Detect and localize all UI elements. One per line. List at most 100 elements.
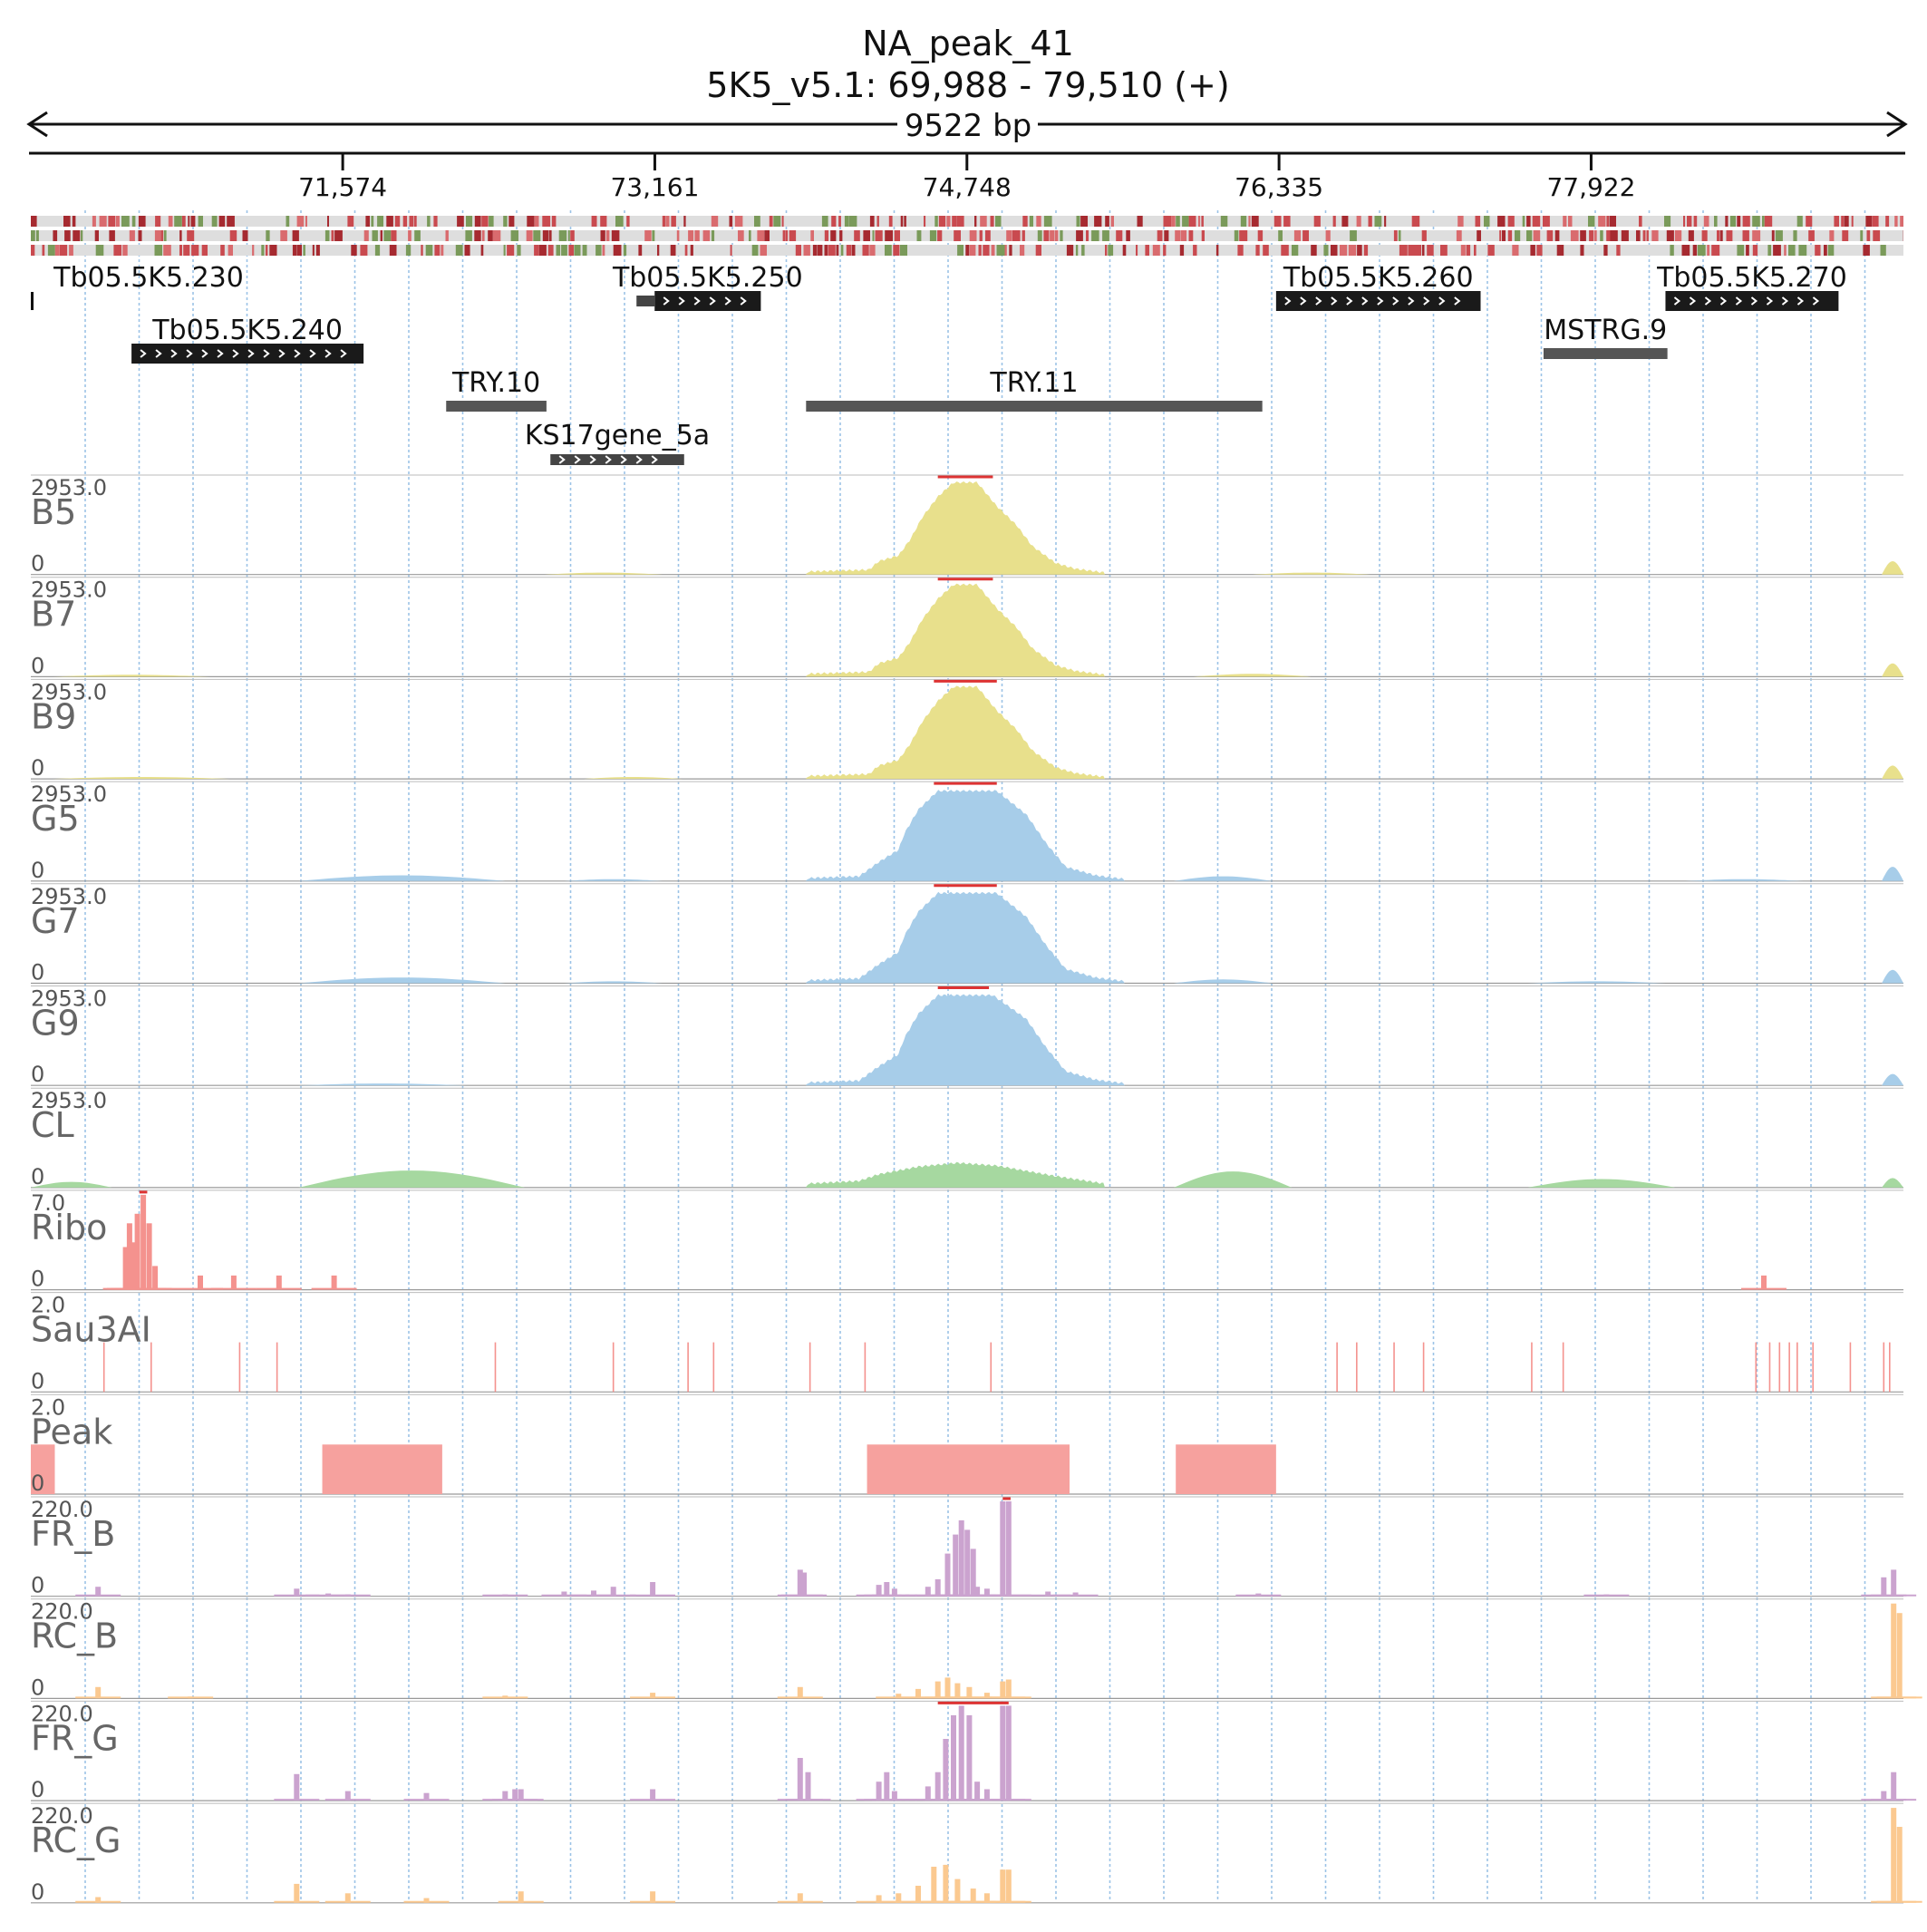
sequence-base <box>770 216 773 227</box>
sequence-base <box>113 245 121 256</box>
sequence-base <box>503 216 507 227</box>
sequence-base <box>1136 245 1138 256</box>
sequence-base <box>549 230 552 241</box>
sequence-base <box>465 230 472 241</box>
sequence-base <box>261 245 264 256</box>
sequence-base <box>810 230 814 241</box>
sequence-base <box>188 216 189 227</box>
sequence-base <box>63 216 71 227</box>
sequence-base <box>1798 245 1806 256</box>
sequence-base <box>132 216 136 227</box>
sequence-base <box>1091 230 1099 241</box>
sequence-base <box>965 245 969 256</box>
track-name: Sau3AI <box>31 1310 151 1350</box>
sequence-base <box>671 216 676 227</box>
track-name: G5 <box>31 799 80 839</box>
signal-bar <box>1000 1705 1005 1801</box>
sequence-base <box>1894 216 1897 227</box>
sequence-base <box>1717 230 1719 241</box>
sequence-base <box>426 245 433 256</box>
sequence-base <box>95 230 99 241</box>
sequence-base <box>1201 216 1204 227</box>
sequence-base <box>1815 245 1820 256</box>
signal-bar <box>945 1554 951 1597</box>
sequence-base <box>893 245 899 256</box>
sequence-base <box>1314 216 1321 227</box>
sequence-base <box>1399 230 1401 241</box>
sequence-base <box>1502 230 1506 241</box>
sequence-base <box>1636 230 1641 241</box>
signal-bar <box>1006 1680 1012 1699</box>
sequence-base <box>1872 216 1878 227</box>
gene-tb230-label: Tb05.5K5.230 <box>53 262 244 294</box>
sequence-base <box>1547 230 1554 241</box>
track-min-label: 0 <box>31 1675 44 1700</box>
sequence-base <box>1767 245 1771 256</box>
sequence-base <box>992 245 995 256</box>
sequence-base <box>155 230 160 241</box>
sequence-base <box>652 230 654 241</box>
sequence-base <box>1189 216 1196 227</box>
sequence-base <box>825 245 828 256</box>
sequence-base <box>1283 216 1291 227</box>
sequence-base <box>657 245 659 256</box>
sequence-base <box>663 216 666 227</box>
sequence-base <box>410 216 414 227</box>
track-name: G7 <box>31 901 80 941</box>
signal-bar <box>1006 1705 1012 1801</box>
sequence-base <box>1743 230 1749 241</box>
signal-bar <box>915 1886 921 1903</box>
sequence-base <box>60 245 67 256</box>
sequence-base <box>1281 245 1289 256</box>
sequence-base <box>1477 230 1481 241</box>
signal-bar <box>951 1715 956 1801</box>
sequence-base <box>1440 245 1448 256</box>
sequence-base <box>1499 230 1501 241</box>
sequence-base <box>1038 230 1042 241</box>
sequence-base <box>313 245 315 256</box>
signal-bar <box>959 1705 964 1801</box>
sequence-base <box>96 245 104 256</box>
sequence-base <box>507 245 514 256</box>
track-min-label: 0 <box>31 1368 44 1393</box>
sequence-base <box>1364 245 1368 256</box>
signal-bar <box>1000 1501 1005 1597</box>
sequence-base <box>1534 230 1541 241</box>
gene-tb240-label: Tb05.5K5.240 <box>151 315 343 346</box>
sequence-base <box>1145 245 1149 256</box>
signal-bar <box>147 1223 152 1289</box>
sequence-base <box>414 230 421 241</box>
sequence-base <box>876 230 883 241</box>
sequence-base <box>108 216 115 227</box>
sequence-base <box>1175 230 1180 241</box>
sequence-base <box>1580 230 1586 241</box>
sequence-base <box>917 230 922 241</box>
sequence-base <box>1164 216 1172 227</box>
sequence-base <box>1834 216 1839 227</box>
signal-bar <box>1891 1772 1896 1801</box>
sequence-base <box>1292 245 1298 256</box>
sequence-base <box>381 230 382 241</box>
sequence-base <box>280 230 287 241</box>
track-name: CL <box>31 1105 74 1145</box>
sequence-base <box>666 216 670 227</box>
sequence-base <box>219 216 226 227</box>
sequence-base <box>53 230 57 241</box>
sequence-base <box>316 245 320 256</box>
sequence-base <box>1193 245 1196 256</box>
sequence-base <box>822 216 828 227</box>
sequence-base <box>1235 230 1239 241</box>
sequence-base <box>1762 216 1765 227</box>
sequence-base <box>122 245 128 256</box>
sequence-base <box>383 230 391 241</box>
sequence-base <box>474 230 480 241</box>
track-name: G9 <box>31 1004 80 1044</box>
sequence-base <box>1698 245 1706 256</box>
sequence-base <box>1852 216 1854 227</box>
sequence-base <box>164 230 167 241</box>
sequence-base <box>1274 216 1282 227</box>
sequence-base <box>1616 245 1620 256</box>
sequence-base <box>1461 245 1466 256</box>
sequence-base <box>36 230 39 241</box>
sequence-base <box>754 216 760 227</box>
